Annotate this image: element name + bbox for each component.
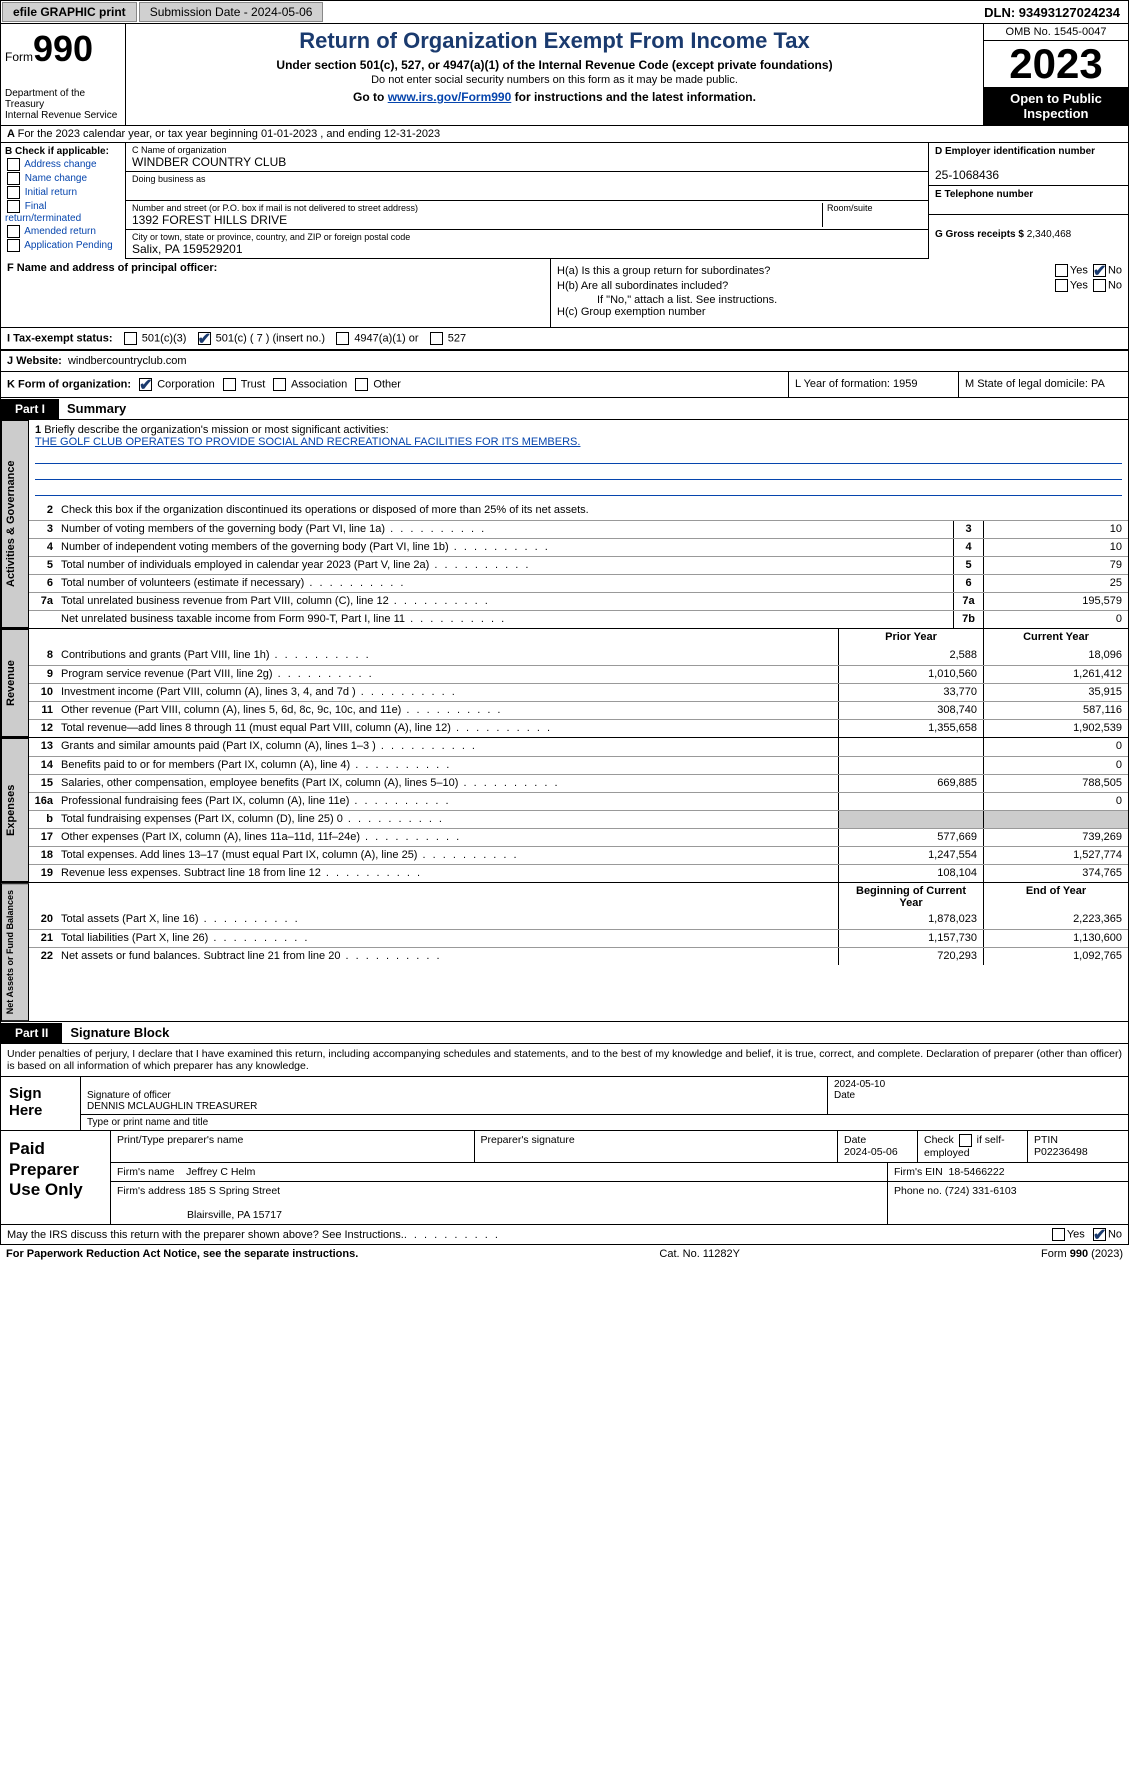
discuss-row: May the IRS discuss this return with the… xyxy=(0,1225,1129,1245)
footer: For Paperwork Reduction Act Notice, see … xyxy=(0,1245,1129,1263)
box-h: H(a) Is this a group return for subordin… xyxy=(551,259,1128,327)
summary-line: 11Other revenue (Part VIII, column (A), … xyxy=(29,701,1128,719)
submission-date: Submission Date - 2024-05-06 xyxy=(139,2,324,22)
box-f-officer: F Name and address of principal officer: xyxy=(1,259,551,327)
summary-line: 5Total number of individuals employed in… xyxy=(29,556,1128,574)
box-m: M State of legal domicile: PA xyxy=(958,372,1128,397)
vtab-governance: Activities & Governance xyxy=(1,420,29,628)
org-name-box: C Name of organization WINDBER COUNTRY C… xyxy=(126,143,928,172)
address-box: Number and street (or P.O. box if mail i… xyxy=(126,201,928,230)
form-header: Form990 Department of the Treasury Inter… xyxy=(0,24,1129,126)
pra-notice: For Paperwork Reduction Act Notice, see … xyxy=(6,1248,358,1260)
omb-number: OMB No. 1545-0047 xyxy=(984,24,1128,41)
signature-intro: Under penalties of perjury, I declare th… xyxy=(0,1044,1129,1076)
summary-line: 2Check this box if the organization disc… xyxy=(29,502,1128,520)
city-box: City or town, state or province, country… xyxy=(126,230,928,259)
irs-link[interactable]: www.irs.gov/Form990 xyxy=(388,90,512,104)
chk-amended[interactable]: Amended return xyxy=(5,225,121,238)
summary-line: 4Number of independent voting members of… xyxy=(29,538,1128,556)
top-bar: efile GRAPHIC print Submission Date - 20… xyxy=(0,0,1129,24)
summary-line: bTotal fundraising expenses (Part IX, co… xyxy=(29,810,1128,828)
revenue-section: Revenue Prior YearCurrent Year 8Contribu… xyxy=(0,629,1129,738)
summary-line: 6Total number of volunteers (estimate if… xyxy=(29,574,1128,592)
summary-line: 18Total expenses. Add lines 13–17 (must … xyxy=(29,846,1128,864)
box-d-ein: D Employer identification number 25-1068… xyxy=(929,143,1128,186)
ssn-note: Do not enter social security numbers on … xyxy=(134,74,975,86)
summary-line: 3Number of voting members of the governi… xyxy=(29,520,1128,538)
efile-button[interactable]: efile GRAPHIC print xyxy=(2,2,137,22)
box-b: B Check if applicable: Address change Na… xyxy=(1,143,126,259)
summary-line: 22Net assets or fund balances. Subtract … xyxy=(29,947,1128,965)
form-ref: Form 990 (2023) xyxy=(1041,1248,1123,1260)
chk-initial-return[interactable]: Initial return xyxy=(5,186,121,199)
goto-line: Go to www.irs.gov/Form990 for instructio… xyxy=(134,90,975,104)
vtab-revenue: Revenue xyxy=(1,629,29,737)
row-ij: I Tax-exempt status: 501(c)(3) 501(c) ( … xyxy=(0,328,1129,351)
summary-line: 13Grants and similar amounts paid (Part … xyxy=(29,738,1128,756)
part2-header: Part II Signature Block xyxy=(0,1022,1129,1044)
part1-header: Part I Summary xyxy=(0,398,1129,420)
summary-line: 15Salaries, other compensation, employee… xyxy=(29,774,1128,792)
box-l: L Year of formation: 1959 xyxy=(788,372,958,397)
row-klm: K Form of organization: Corporation Trus… xyxy=(0,372,1129,398)
summary-line: 16aProfessional fundraising fees (Part I… xyxy=(29,792,1128,810)
form-title: Return of Organization Exempt From Incom… xyxy=(134,28,975,54)
netassets-section: Net Assets or Fund Balances Beginning of… xyxy=(0,883,1129,1022)
mission-text: THE GOLF CLUB OPERATES TO PROVIDE SOCIAL… xyxy=(35,436,580,448)
expenses-section: Expenses 13Grants and similar amounts pa… xyxy=(0,738,1129,883)
summary-line: 7aTotal unrelated business revenue from … xyxy=(29,592,1128,610)
vtab-netassets: Net Assets or Fund Balances xyxy=(1,883,29,1021)
vtab-expenses: Expenses xyxy=(1,738,29,882)
sign-here-block: Sign Here Signature of officerDENNIS MCL… xyxy=(0,1076,1129,1131)
summary-line: 17Other expenses (Part IX, column (A), l… xyxy=(29,828,1128,846)
department: Department of the Treasury Internal Reve… xyxy=(5,88,121,121)
form-subtitle: Under section 501(c), 527, or 4947(a)(1)… xyxy=(134,58,975,72)
governance-section: Activities & Governance 1 Briefly descri… xyxy=(0,420,1129,629)
box-e-phone: E Telephone number xyxy=(929,186,1128,215)
dba-box: Doing business as xyxy=(126,172,928,201)
row-a-tax-year: A For the 2023 calendar year, or tax yea… xyxy=(0,126,1129,143)
summary-line: Net unrelated business taxable income fr… xyxy=(29,610,1128,628)
chk-final-return[interactable]: Final return/terminated xyxy=(5,200,121,224)
row-fgh: F Name and address of principal officer:… xyxy=(0,259,1129,328)
summary-line: 21Total liabilities (Part X, line 26)1,1… xyxy=(29,929,1128,947)
chk-name-change[interactable]: Name change xyxy=(5,172,121,185)
summary-line: 19Revenue less expenses. Subtract line 1… xyxy=(29,864,1128,882)
open-inspection: Open to Public Inspection xyxy=(984,87,1128,125)
chk-address-change[interactable]: Address change xyxy=(5,158,121,171)
summary-line: 14Benefits paid to or for members (Part … xyxy=(29,756,1128,774)
summary-line: 12Total revenue—add lines 8 through 11 (… xyxy=(29,719,1128,737)
box-g-receipts: G Gross receipts $ 2,340,468 xyxy=(929,215,1128,243)
section-bcde: B Check if applicable: Address change Na… xyxy=(0,143,1129,259)
tax-year: 2023 xyxy=(984,41,1128,87)
summary-line: 8Contributions and grants (Part VIII, li… xyxy=(29,647,1128,665)
dln: DLN: 93493127024234 xyxy=(976,3,1128,22)
chk-pending[interactable]: Application Pending xyxy=(5,239,121,252)
form-number: Form990 xyxy=(5,28,121,70)
cat-no: Cat. No. 11282Y xyxy=(659,1248,740,1260)
paid-preparer-block: Paid Preparer Use Only Print/Type prepar… xyxy=(0,1131,1129,1225)
summary-line: 20Total assets (Part X, line 16)1,878,02… xyxy=(29,911,1128,929)
summary-line: 10Investment income (Part VIII, column (… xyxy=(29,683,1128,701)
summary-line: 9Program service revenue (Part VIII, lin… xyxy=(29,665,1128,683)
